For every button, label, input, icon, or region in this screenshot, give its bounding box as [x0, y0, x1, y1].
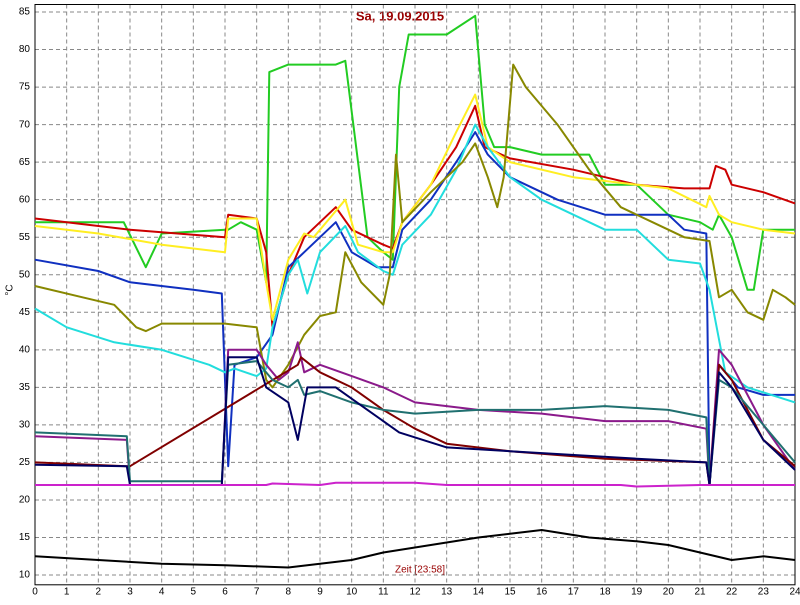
x-tick-label: 0: [32, 586, 38, 597]
y-tick-label: 20: [19, 495, 31, 506]
x-tick-label: 2: [96, 586, 102, 597]
y-tick-label: 40: [19, 344, 31, 355]
y-tick-label: 85: [19, 7, 31, 18]
x-tick-label: 13: [441, 586, 453, 597]
x-tick-label: 14: [473, 586, 485, 597]
y-tick-label: 45: [19, 307, 31, 318]
x-tick-label: 20: [663, 586, 675, 597]
series-line: [35, 14, 795, 291]
x-tick-label: 11: [378, 586, 389, 597]
x-tick-label: 16: [536, 586, 548, 597]
y-tick-label: 70: [19, 119, 31, 130]
x-tick-label: 9: [317, 586, 323, 597]
y-tick-label: 35: [19, 382, 31, 393]
series-line: [34, 93, 796, 321]
x-tick-label: 8: [286, 586, 292, 597]
chart-title: Sa, 19.09.2015: [356, 8, 444, 23]
x-tick-label: 18: [599, 586, 611, 597]
y-tick-label: 65: [19, 157, 31, 168]
annotation: Zeit [23:58]: [395, 565, 445, 576]
plot-frame: [34, 4, 796, 586]
x-tick-label: 1: [64, 586, 70, 597]
y-tick-label: 30: [19, 420, 31, 431]
x-tick-label: 5: [191, 586, 197, 597]
x-tick-label: 15: [504, 586, 516, 597]
x-tick-label: 23: [758, 586, 770, 597]
series-line: [34, 131, 795, 486]
x-tick-label: 7: [254, 586, 260, 597]
x-tick-label: 4: [159, 586, 165, 597]
y-tick-label: 10: [19, 570, 31, 581]
x-tick-label: 22: [726, 586, 738, 597]
y-tick-label: 50: [19, 269, 31, 280]
y-tick-label: 15: [19, 532, 31, 543]
series-line: [34, 63, 796, 389]
series-line: [34, 356, 796, 486]
x-tick-label: 6: [222, 586, 228, 597]
x-tick-label: 19: [631, 586, 643, 597]
x-tick-label: 3: [127, 586, 133, 597]
series-line: [34, 356, 796, 486]
series-line: [35, 481, 795, 488]
x-tick-label: 17: [568, 586, 580, 597]
y-tick-label: 80: [19, 44, 31, 55]
x-tick-label: 12: [409, 586, 421, 597]
y-tick-label: 55: [19, 232, 31, 243]
y-axis-label: °C: [5, 284, 16, 295]
y-tick-label: 25: [19, 457, 31, 468]
y-tick-label: 60: [19, 194, 31, 205]
series-line: [34, 529, 796, 569]
y-tick-label: 75: [19, 82, 31, 93]
x-tick-label: 10: [346, 586, 358, 597]
x-tick-label: 24: [789, 586, 800, 597]
x-tick-label: 21: [694, 586, 706, 597]
